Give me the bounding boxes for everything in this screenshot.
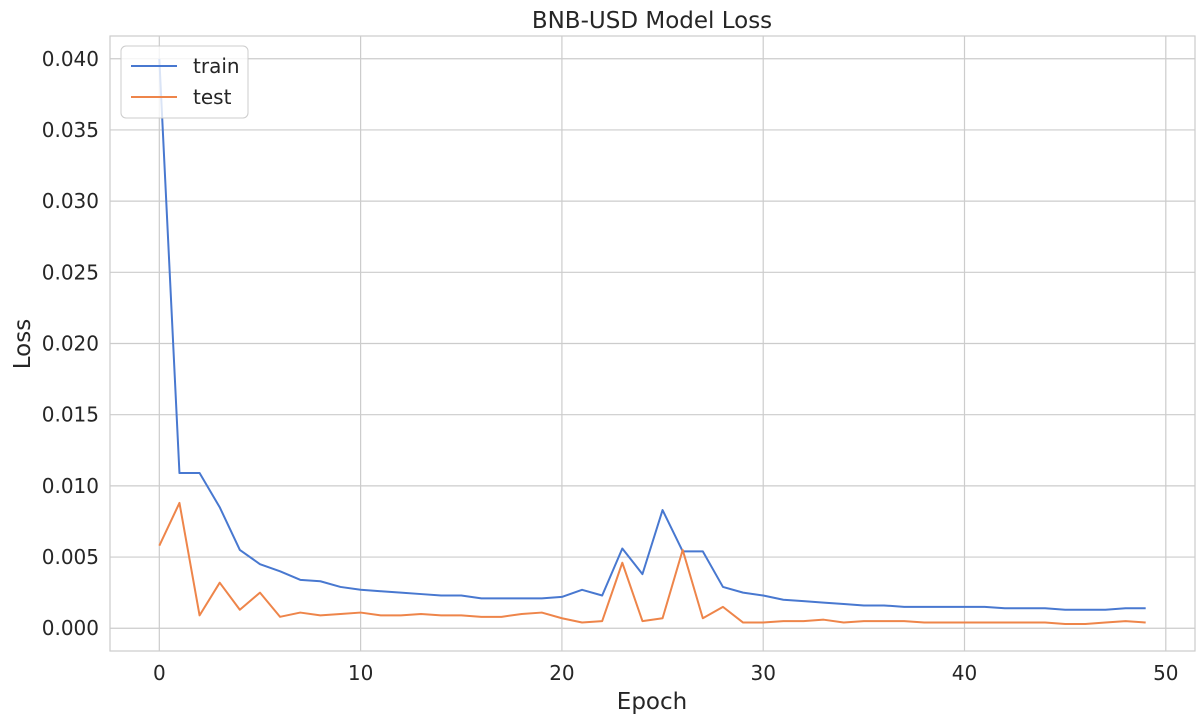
y-tick-label: 0.035 bbox=[42, 118, 99, 142]
chart-title: BNB-USD Model Loss bbox=[532, 8, 772, 34]
x-tick-label: 30 bbox=[750, 661, 775, 685]
legend-label-train: train bbox=[193, 54, 240, 78]
x-axis-title: Epoch bbox=[617, 689, 687, 715]
series-line-test bbox=[158, 501, 1146, 625]
series-layer bbox=[158, 58, 1146, 625]
x-tick-label: 50 bbox=[1153, 661, 1178, 685]
y-tick-label: 0.005 bbox=[42, 545, 99, 569]
series-line-train bbox=[158, 58, 1146, 611]
grid bbox=[110, 36, 1195, 651]
legend-label-test: test bbox=[193, 85, 232, 109]
y-tick-label: 0.020 bbox=[42, 332, 99, 356]
x-tick-label: 10 bbox=[348, 661, 373, 685]
x-tick-label: 40 bbox=[952, 661, 977, 685]
y-tick-label: 0.015 bbox=[42, 403, 99, 427]
y-tick-label: 0.010 bbox=[42, 474, 99, 498]
y-axis: 0.000 0.005 0.010 0.015 0.020 0.025 0.030 0.035… bbox=[42, 47, 99, 640]
x-axis: 0 10 20 30 40 50 bbox=[153, 661, 1179, 685]
y-tick-label: 0.030 bbox=[42, 189, 99, 213]
y-tick-label: 0.000 bbox=[42, 616, 99, 640]
plot-frame bbox=[109, 35, 1196, 652]
x-tick-label: 0 bbox=[153, 661, 166, 685]
legend: train test bbox=[120, 45, 249, 119]
y-tick-label: 0.025 bbox=[42, 260, 99, 284]
y-axis-title: Loss bbox=[10, 319, 36, 369]
legend-box bbox=[120, 45, 249, 119]
y-tick-label: 0.040 bbox=[42, 47, 99, 71]
x-tick-label: 20 bbox=[549, 661, 574, 685]
